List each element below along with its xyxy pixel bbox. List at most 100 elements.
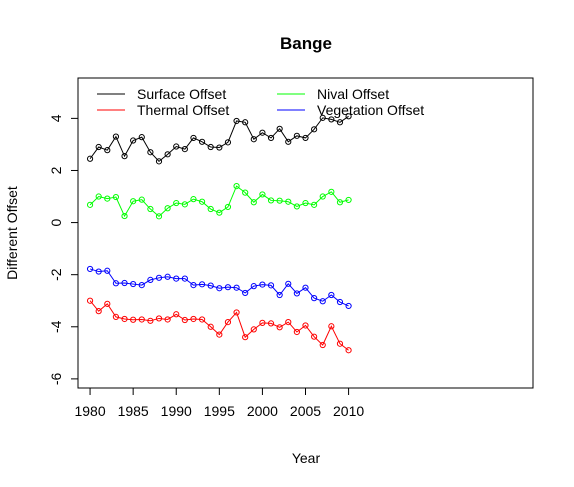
data-point (311, 333, 318, 340)
data-point (121, 315, 128, 323)
data-point (104, 147, 111, 154)
data-point (198, 198, 206, 205)
data-point (328, 323, 335, 330)
data-point (267, 320, 275, 327)
data-point (311, 295, 318, 302)
data-point (302, 134, 309, 142)
data-point (198, 281, 206, 288)
data-point (190, 196, 197, 203)
data-point (319, 114, 326, 121)
data-point (293, 132, 300, 139)
legend-item: Vegetation Offset (277, 102, 424, 118)
y-tick-label: -2 (48, 268, 64, 281)
x-tick-label: 1995 (204, 403, 235, 419)
data-point (207, 205, 214, 213)
legend-item: Nival Offset (277, 86, 389, 102)
data-point (293, 203, 300, 210)
data-point (95, 193, 102, 200)
data-point (276, 125, 283, 132)
data-point (276, 324, 283, 331)
data-point (336, 298, 344, 306)
data-point (302, 322, 309, 329)
data-point (95, 268, 102, 275)
data-point (164, 316, 171, 323)
data-point (121, 212, 128, 220)
data-point (112, 313, 120, 320)
data-point (164, 273, 171, 280)
data-point (216, 331, 223, 338)
data-point (147, 276, 154, 283)
data-point (319, 193, 326, 200)
x-axis: 1980 1985 1990 1995 2000 2005 2010 (74, 387, 364, 419)
data-point (293, 290, 300, 297)
data-point (138, 282, 145, 289)
data-point (216, 285, 223, 292)
data-point (328, 188, 335, 195)
series-line (89, 115, 349, 163)
data-point (250, 326, 257, 333)
data-point (121, 153, 128, 160)
data-point (336, 199, 344, 206)
data-point (198, 138, 206, 145)
data-point (345, 196, 352, 204)
data-point (207, 282, 214, 289)
data-point (285, 280, 292, 287)
data-point (345, 113, 352, 120)
data-point (319, 298, 326, 305)
data-point (86, 201, 94, 208)
data-point (173, 311, 180, 318)
data-point (173, 143, 180, 150)
data-point (224, 318, 232, 326)
y-tick-label: 4 (48, 114, 64, 122)
data-point (250, 283, 257, 290)
legend-item: Thermal Offset (97, 102, 229, 118)
data-point (181, 201, 188, 208)
series-group (86, 183, 352, 220)
data-point (104, 267, 111, 274)
data-point (112, 133, 120, 140)
data-point (190, 282, 197, 289)
data-point (233, 183, 240, 190)
data-point (86, 265, 94, 273)
data-point (328, 291, 335, 299)
data-point (155, 213, 163, 220)
data-point (233, 309, 240, 316)
data-point (259, 281, 266, 288)
data-point (216, 209, 223, 216)
data-point (242, 334, 249, 341)
data-point (224, 203, 232, 211)
data-point (276, 291, 283, 299)
data-point (138, 316, 145, 323)
data-point (130, 280, 137, 288)
data-point (285, 138, 292, 145)
data-point (104, 300, 111, 307)
x-tick-label: 1990 (161, 403, 192, 419)
data-point (259, 319, 266, 326)
data-point (147, 149, 154, 156)
data-point (302, 284, 309, 291)
x-tick-label: 2005 (290, 403, 321, 419)
data-point (181, 316, 188, 324)
series-line (89, 300, 349, 351)
series-group (86, 265, 352, 310)
series-line (89, 185, 349, 218)
plot-frame (77, 77, 534, 389)
data-point (130, 316, 137, 323)
data-point (155, 315, 163, 322)
data-point (104, 195, 111, 202)
data-point (112, 193, 120, 201)
data-point (130, 137, 137, 144)
data-point (259, 191, 266, 198)
data-point (147, 205, 154, 213)
data-point (242, 189, 249, 196)
data-point (155, 158, 163, 165)
legend-label: Thermal Offset (137, 102, 229, 118)
data-point (155, 274, 163, 281)
series-layer (86, 113, 352, 354)
data-point (285, 198, 292, 205)
data-point (224, 139, 232, 146)
data-point (130, 198, 137, 205)
y-tick-label: 2 (48, 166, 64, 174)
data-point (181, 275, 188, 282)
